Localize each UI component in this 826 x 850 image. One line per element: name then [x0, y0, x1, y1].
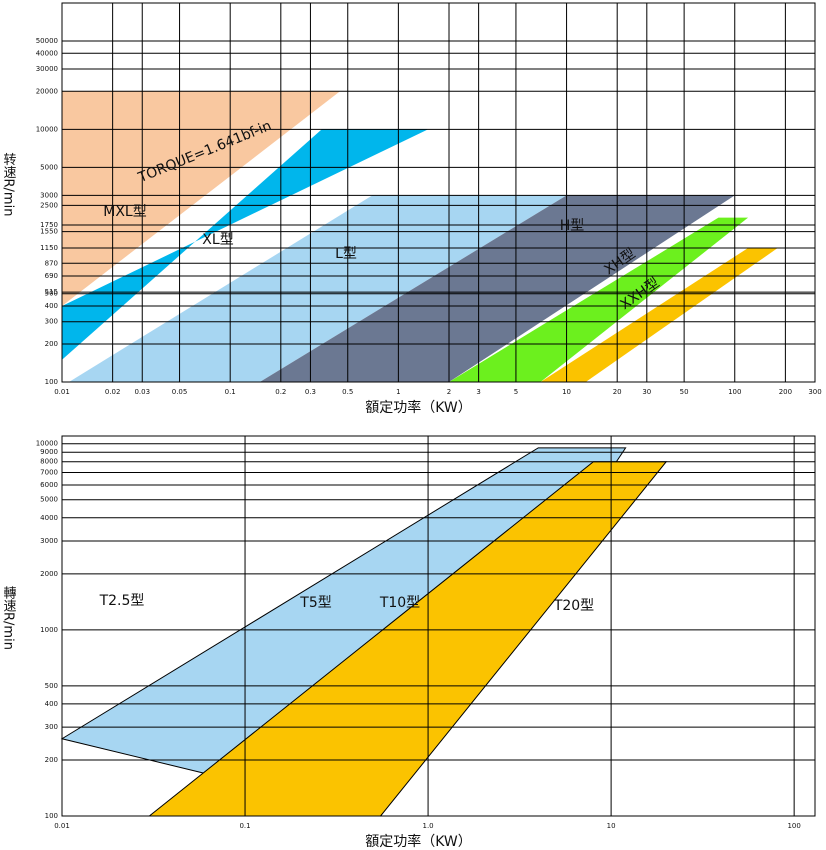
y-axis-label: 轉速R/min — [1, 586, 17, 650]
plot-frame — [61, 435, 816, 817]
x-tick-label: 0.02 — [105, 388, 121, 396]
y-tick-label: 20000 — [36, 87, 58, 95]
x-tick-label: 300 — [808, 388, 821, 396]
y-tick-label: 690 — [45, 272, 58, 280]
y-tick-label: 7000 — [40, 469, 58, 477]
x-tick-label: 0.03 — [134, 388, 150, 396]
y-tick-label: 400 — [45, 700, 58, 708]
y-tick-label: 100 — [45, 812, 58, 820]
x-tick-label: 1 — [396, 388, 400, 396]
region — [259, 195, 735, 382]
y-tick-label: 50000 — [36, 37, 58, 45]
region — [449, 217, 749, 382]
x-tick-label: 50 — [680, 388, 689, 396]
y-tick-label: 500 — [45, 290, 58, 298]
y-axis-label: 转速R/min — [1, 153, 17, 217]
region-label: L型 — [335, 246, 357, 262]
y-tick-label: 10000 — [36, 440, 58, 448]
y-tick-label: 1550 — [40, 228, 58, 236]
region-label: T5型 — [299, 595, 331, 611]
y-tick-label: 515 — [45, 288, 58, 296]
region-label: T20型 — [553, 598, 594, 614]
x-tick-label: 3 — [476, 388, 480, 396]
plot-frame — [61, 2, 816, 383]
y-tick-label: 5000 — [40, 163, 58, 171]
y-tick-label: 1150 — [40, 244, 58, 252]
y-tick-label: 3000 — [40, 191, 58, 199]
x-tick-label: 0.5 — [342, 388, 353, 396]
x-tick-label: 0.05 — [172, 388, 188, 396]
y-tick-label: 3000 — [40, 537, 58, 545]
x-tick-label: 10 — [562, 388, 571, 396]
y-tick-label: 300 — [45, 723, 58, 731]
region-label: T10型 — [379, 595, 420, 611]
x-tick-label: 0.1 — [225, 388, 236, 396]
y-tick-label: 30000 — [36, 65, 58, 73]
y-tick-label: 4000 — [40, 514, 58, 522]
y-tick-label: 100 — [45, 378, 58, 386]
y-tick-label: 1000 — [40, 626, 58, 634]
region-label: XL型 — [202, 232, 233, 248]
x-tick-label: 100 — [787, 822, 800, 830]
y-tick-label: 10000 — [36, 125, 58, 133]
region — [68, 195, 567, 382]
x-tick-label: 5 — [514, 388, 518, 396]
x-tick-label: 0.2 — [275, 388, 286, 396]
x-tick-label: 1.0 — [423, 822, 434, 830]
region-label: MXL型 — [103, 204, 146, 220]
y-tick-label: 500 — [45, 682, 58, 690]
y-tick-label: 2000 — [40, 570, 58, 578]
region — [62, 91, 341, 306]
y-tick-label: 8000 — [40, 458, 58, 466]
y-tick-label: 9000 — [40, 448, 58, 456]
x-tick-label: 2 — [447, 388, 451, 396]
y-tick-label: 40000 — [36, 49, 58, 57]
y-tick-label: 200 — [45, 340, 58, 348]
x-tick-label: 0.3 — [305, 388, 316, 396]
region-label: H型 — [560, 218, 585, 234]
x-tick-label: 20 — [613, 388, 622, 396]
y-tick-label: 1750 — [40, 221, 58, 229]
y-tick-label: 5000 — [40, 496, 58, 504]
y-tick-label: 300 — [45, 318, 58, 326]
x-axis-label: 額定功率（KW） — [365, 399, 472, 416]
y-tick-label: 200 — [45, 756, 58, 764]
region — [540, 247, 778, 382]
x-tick-label: 0.1 — [239, 822, 250, 830]
x-tick-label: 200 — [779, 388, 792, 396]
region-label: T2.5型 — [99, 593, 145, 609]
y-tick-label: 6000 — [40, 481, 58, 489]
y-tick-label: 400 — [45, 302, 58, 310]
x-tick-label: 100 — [728, 388, 741, 396]
x-axis-label: 額定功率（KW） — [365, 833, 472, 850]
y-tick-label: 2500 — [40, 201, 58, 209]
y-tick-label: 870 — [45, 259, 58, 267]
x-tick-label: 0.01 — [54, 388, 70, 396]
x-tick-label: 10 — [607, 822, 616, 830]
x-tick-label: 0.01 — [54, 822, 70, 830]
x-tick-label: 30 — [642, 388, 651, 396]
